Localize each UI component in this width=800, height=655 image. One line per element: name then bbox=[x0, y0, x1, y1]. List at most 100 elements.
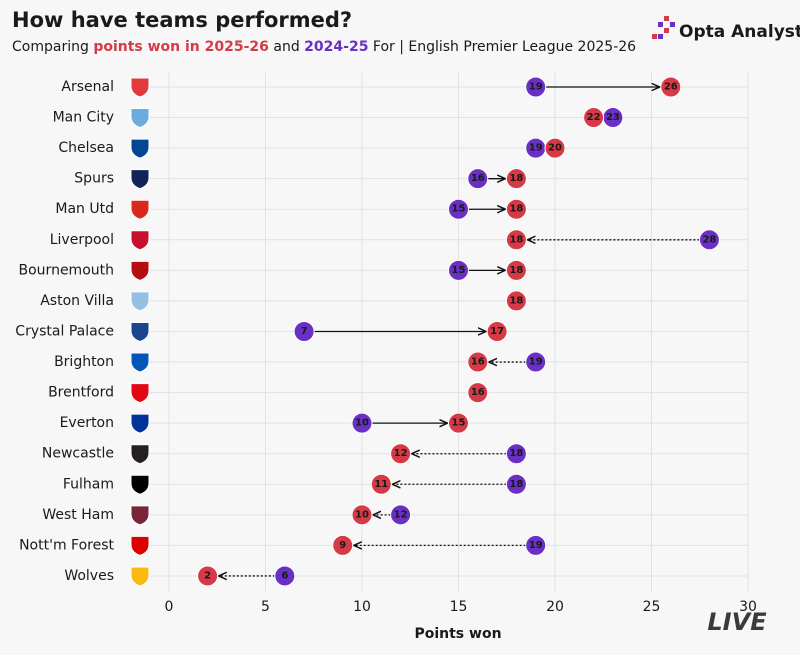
data-label: 20 bbox=[548, 143, 562, 154]
point bbox=[467, 351, 489, 373]
data-label: 15 bbox=[452, 204, 466, 215]
team-crest bbox=[130, 321, 150, 343]
point bbox=[370, 473, 392, 495]
point bbox=[351, 412, 373, 434]
data-label: 28 bbox=[702, 234, 716, 245]
chart-title: How have teams performed? bbox=[12, 8, 352, 32]
point bbox=[293, 320, 315, 342]
y-tick-label: Fulham bbox=[63, 476, 114, 492]
team-crest bbox=[130, 169, 150, 190]
point bbox=[505, 259, 527, 281]
point bbox=[467, 382, 489, 404]
x-tick-label: 0 bbox=[165, 599, 174, 615]
point bbox=[505, 443, 527, 465]
point bbox=[525, 76, 547, 98]
data-label: 19 bbox=[529, 540, 543, 551]
data-label: 9 bbox=[339, 540, 346, 551]
brand-logo bbox=[652, 16, 675, 39]
data-label: 7 bbox=[301, 326, 308, 337]
team-crest bbox=[130, 535, 150, 556]
point bbox=[332, 534, 354, 556]
data-label: 26 bbox=[664, 82, 678, 93]
data-label: 18 bbox=[509, 479, 523, 490]
y-tick-label: Newcastle bbox=[42, 446, 114, 462]
point bbox=[448, 412, 469, 434]
team-crest bbox=[130, 108, 150, 129]
x-tick-label: 30 bbox=[739, 599, 757, 615]
point bbox=[351, 504, 373, 526]
team-crest bbox=[130, 444, 150, 465]
point bbox=[544, 137, 566, 159]
team-crest bbox=[130, 260, 150, 281]
y-tick-label: Brentford bbox=[48, 385, 114, 401]
x-tick-label: 10 bbox=[353, 599, 371, 615]
subtitle-text: and bbox=[273, 39, 299, 55]
point bbox=[505, 198, 527, 220]
data-label: 18 bbox=[509, 448, 523, 459]
x-tick-label: 5 bbox=[261, 599, 270, 615]
data-label: 15 bbox=[452, 418, 466, 429]
y-tick-label: Crystal Palace bbox=[15, 323, 114, 339]
x-tick-label: 15 bbox=[450, 599, 468, 615]
point bbox=[390, 504, 412, 526]
y-tick-label: Liverpool bbox=[50, 232, 114, 248]
y-tick-label: Brighton bbox=[54, 354, 114, 370]
point bbox=[197, 565, 219, 587]
team-crest bbox=[130, 138, 150, 159]
point bbox=[505, 473, 527, 495]
data-label: 10 bbox=[355, 509, 369, 520]
team-crest bbox=[130, 230, 150, 251]
point bbox=[698, 229, 720, 251]
data-label: 18 bbox=[509, 173, 523, 184]
data-label: 11 bbox=[374, 479, 388, 490]
brand: Opta Analyst bbox=[679, 22, 800, 42]
data-label: 6 bbox=[281, 570, 288, 581]
point bbox=[486, 320, 508, 342]
y-tick-label: Man Utd bbox=[55, 201, 114, 217]
point bbox=[583, 107, 605, 129]
legend-entry: points won in 2025-26 bbox=[93, 39, 269, 55]
point bbox=[448, 198, 469, 220]
point bbox=[467, 168, 489, 190]
data-label: 18 bbox=[509, 204, 523, 215]
data-label: 23 bbox=[606, 112, 620, 123]
data-label: 2 bbox=[204, 570, 211, 581]
data-label: 19 bbox=[529, 143, 543, 154]
point bbox=[390, 443, 412, 465]
team-crest bbox=[130, 291, 150, 312]
point bbox=[505, 229, 527, 251]
y-tick-label: Everton bbox=[60, 415, 114, 431]
data-label: 16 bbox=[471, 387, 485, 398]
team-crest bbox=[130, 505, 150, 526]
point bbox=[448, 259, 469, 281]
point bbox=[525, 534, 547, 556]
team-crest bbox=[130, 566, 150, 587]
team-crest bbox=[130, 199, 150, 220]
legend-entry: 2024-25 bbox=[304, 39, 368, 55]
data-label: 15 bbox=[452, 265, 466, 276]
y-tick-label: Man City bbox=[53, 110, 114, 126]
data-label: 19 bbox=[529, 357, 543, 368]
y-tick-label: Spurs bbox=[74, 171, 114, 187]
y-tick-label: West Ham bbox=[42, 507, 114, 523]
watermark: LIVE bbox=[707, 608, 767, 636]
y-tick-label: Bournemouth bbox=[19, 262, 114, 278]
point bbox=[274, 565, 296, 587]
data-label: 18 bbox=[509, 234, 523, 245]
point bbox=[660, 76, 682, 98]
y-tick-label: Nott'm Forest bbox=[19, 537, 114, 553]
y-tick-label: Chelsea bbox=[58, 140, 114, 156]
data-label: 16 bbox=[471, 357, 485, 368]
y-tick-label: Arsenal bbox=[61, 79, 114, 95]
team-crest bbox=[130, 413, 150, 434]
y-tick-label: Wolves bbox=[64, 568, 114, 584]
subtitle: Comparing points won in 2025-26 and 2024… bbox=[12, 39, 636, 55]
data-label: 22 bbox=[587, 112, 601, 123]
data-label: 16 bbox=[471, 173, 485, 184]
data-label: 10 bbox=[355, 418, 369, 429]
team-crest bbox=[130, 474, 150, 495]
data-label: 18 bbox=[509, 265, 523, 276]
